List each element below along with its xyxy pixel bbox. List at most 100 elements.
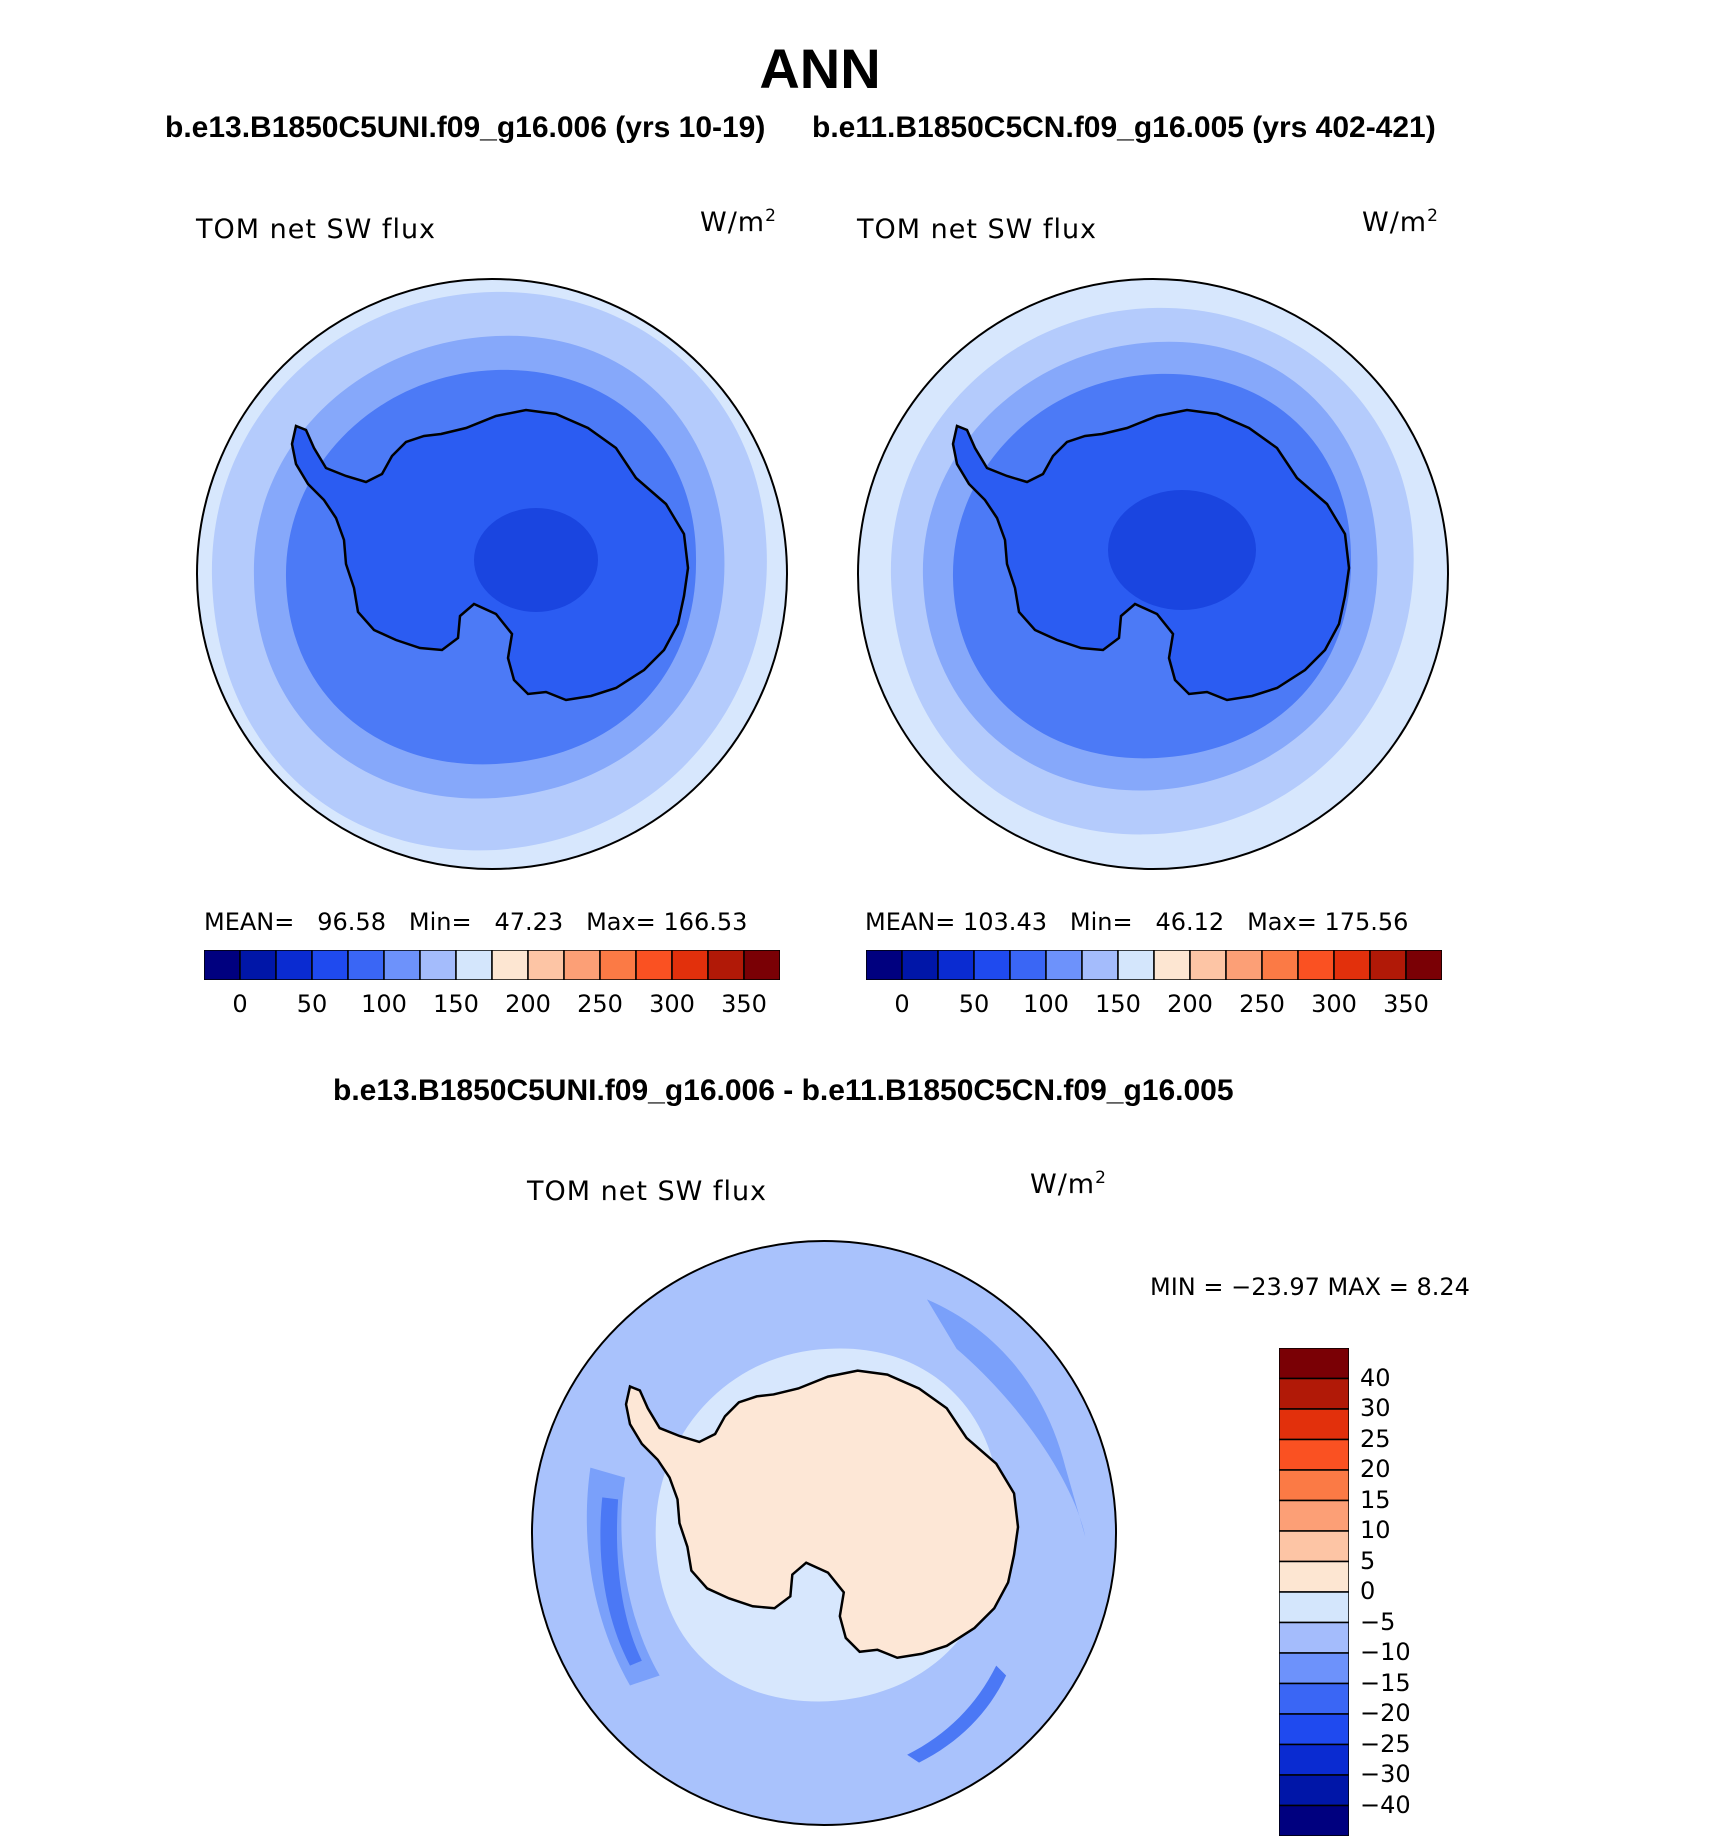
- panel2-stats: MEAN= 103.43 Min= 46.12 Max= 175.56: [865, 908, 1409, 936]
- panel2-variable-label: TOM net SW flux: [857, 214, 1098, 245]
- colorbar-box: [204, 950, 241, 980]
- colorbar-tick-label: 350: [1383, 990, 1429, 1018]
- diff-antarctica-land: [624, 1369, 1020, 1659]
- diff-minmax: MIN = −23.97 MAX = 8.24: [1150, 1273, 1470, 1301]
- colorbar-tick-label: 100: [1023, 990, 1069, 1018]
- left-case-title: b.e13.B1850C5UNI.f09_g16.006 (yrs 10-19): [165, 111, 766, 144]
- colorbar-box: [347, 950, 385, 980]
- difference-title: b.e13.B1850C5UNI.f09_g16.006 - b.e11.B18…: [333, 1074, 1234, 1107]
- colorbar-tick-label: 200: [1167, 990, 1213, 1018]
- colorbar-tick-label: 25: [1360, 1424, 1391, 1453]
- difference-colorbar-ticks: 40 30 25 20 15 10 5 0 −5 −10 −15 −20 −25 −30 −40: [1360, 1348, 1480, 1836]
- colorbar-tick-label: 30: [1360, 1394, 1391, 1422]
- panel1-stats: MEAN= 96.58 Min= 47.23 Max= 166.53: [204, 908, 748, 936]
- colorbar-box: [671, 950, 709, 980]
- ice-plateau-center: [474, 508, 598, 612]
- panel1-units-label: W/m2: [700, 206, 777, 238]
- colorbar-box: [1279, 1774, 1349, 1807]
- colorbar-tick-label: 250: [1239, 990, 1285, 1018]
- colorbar-box: [973, 950, 1011, 980]
- colorbar-tick-label: −40: [1360, 1790, 1411, 1819]
- colorbar-box: [1279, 1591, 1349, 1624]
- colorbar-box: [1279, 1652, 1349, 1685]
- diff-band-dark-east: [926, 1299, 1086, 1537]
- panel1-variable-label: TOM net SW flux: [196, 214, 437, 245]
- colorbar-box: [743, 950, 780, 980]
- right-case-title: b.e11.B1850C5CN.f09_g16.005 (yrs 402-421…: [812, 111, 1436, 144]
- main-title: ANN: [759, 37, 881, 100]
- colorbar-tick-label: 300: [649, 990, 695, 1018]
- colorbar-box: [1279, 1438, 1349, 1471]
- colorbar-tick-label: 20: [1360, 1455, 1391, 1483]
- colorbar-box: [707, 950, 745, 980]
- colorbar-box: [455, 950, 493, 980]
- colorbar-box: [1153, 950, 1191, 980]
- colorbar-box: [383, 950, 421, 980]
- colorbar-box: [1279, 1377, 1349, 1410]
- colorbar-box: [1279, 1713, 1349, 1746]
- colorbar-box: [1279, 1499, 1349, 1532]
- panel2-colorbar: [866, 950, 1442, 980]
- colorbar-box: [1333, 950, 1371, 980]
- colorbar-tick-label: −20: [1360, 1699, 1411, 1727]
- colorbar-tick-label: 50: [296, 990, 328, 1018]
- panel2-units-label: W/m2: [1362, 206, 1439, 238]
- diff-band-deep-west: [600, 1497, 642, 1666]
- colorbar-tick-label: 250: [577, 990, 623, 1018]
- colorbar-tick-label: 50: [958, 990, 990, 1018]
- colorbar-box: [1261, 950, 1299, 980]
- difference-colorbar: [1279, 1348, 1349, 1836]
- panel1-colorbar: [204, 950, 780, 980]
- colorbar-box: [275, 950, 313, 980]
- colorbar-box: [1369, 950, 1407, 980]
- colorbar-box: [1279, 1743, 1349, 1776]
- colorbar-tick-label: 200: [505, 990, 551, 1018]
- colorbar-box: [1279, 1621, 1349, 1654]
- colorbar-tick-label: 150: [1095, 990, 1141, 1018]
- colorbar-box: [599, 950, 637, 980]
- colorbar-box: [491, 950, 529, 980]
- colorbar-box: [1117, 950, 1155, 980]
- colorbar-box: [239, 950, 277, 980]
- colorbar-box: [1279, 1469, 1349, 1502]
- colorbar-box: [1279, 1804, 1349, 1836]
- colorbar-box: [1297, 950, 1335, 980]
- colorbar-tick-label: 0: [1360, 1577, 1376, 1605]
- colorbar-tick-label: 40: [1360, 1363, 1391, 1392]
- diff-units-label: W/m2: [1030, 1168, 1107, 1200]
- colorbar-box: [1225, 950, 1263, 980]
- panel2-colorbar-ticks: 0 50 100 150 200 250 300 350: [866, 990, 1442, 1020]
- colorbar-tick-label: 0: [894, 990, 910, 1018]
- colorbar-box: [1279, 1560, 1349, 1593]
- colorbar-box: [901, 950, 939, 980]
- colorbar-tick-label: 0: [232, 990, 248, 1018]
- difference-polar-map: [531, 1240, 1117, 1826]
- colorbar-tick-label: 300: [1311, 990, 1357, 1018]
- panel2-polar-map: [857, 278, 1449, 870]
- colorbar-box: [1279, 1408, 1349, 1441]
- colorbar-tick-label: 15: [1360, 1485, 1391, 1514]
- colorbar-tick-label: 150: [433, 990, 479, 1018]
- colorbar-box: [1045, 950, 1083, 980]
- diff-variable-label: TOM net SW flux: [527, 1176, 768, 1207]
- colorbar-tick-label: 350: [721, 990, 767, 1018]
- colorbar-tick-label: −5: [1360, 1607, 1396, 1636]
- colorbar-box: [563, 950, 601, 980]
- colorbar-box: [1189, 950, 1227, 980]
- colorbar-tick-label: −10: [1360, 1638, 1411, 1666]
- colorbar-box: [311, 950, 349, 980]
- panel1-colorbar-ticks: 0 50 100 150 200 250 300 350: [204, 990, 780, 1020]
- colorbar-box: [1009, 950, 1047, 980]
- colorbar-tick-label: 10: [1360, 1516, 1391, 1544]
- colorbar-box: [1405, 950, 1442, 980]
- colorbar-tick-label: 100: [361, 990, 407, 1018]
- colorbar-box: [866, 950, 903, 980]
- colorbar-box: [635, 950, 673, 980]
- diff-band-deep-southeast: [907, 1665, 1007, 1763]
- panel1-polar-map: [196, 278, 788, 870]
- colorbar-tick-label: −15: [1360, 1668, 1411, 1697]
- colorbar-box: [1279, 1348, 1349, 1380]
- ice-plateau-center: [1108, 490, 1256, 610]
- colorbar-box: [527, 950, 565, 980]
- colorbar-tick-label: −30: [1360, 1760, 1411, 1788]
